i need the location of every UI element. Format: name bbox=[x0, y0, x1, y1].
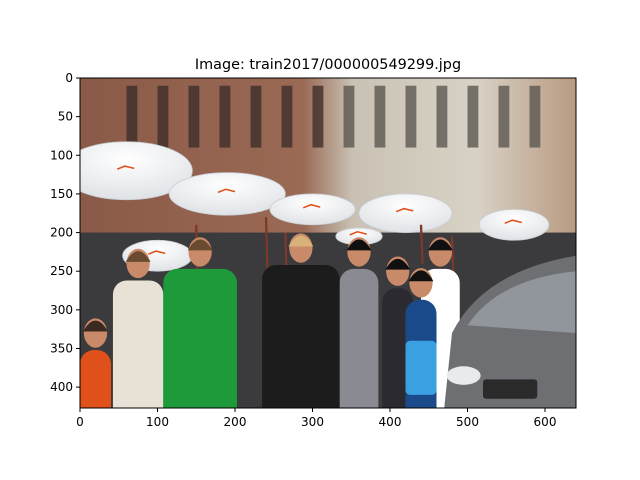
car-grille bbox=[483, 379, 538, 399]
building-window bbox=[126, 85, 138, 148]
building-window bbox=[343, 85, 355, 148]
person-body bbox=[339, 268, 379, 408]
umbrella-logo bbox=[147, 250, 166, 255]
person-hair bbox=[346, 239, 372, 251]
x-tick-label: 600 bbox=[534, 415, 557, 429]
x-axis-ticks: 0 100 200 300 400 500 600 bbox=[76, 408, 556, 429]
y-tick-label: 100 bbox=[50, 148, 73, 162]
building-window bbox=[312, 85, 324, 148]
x-tick-label: 400 bbox=[379, 415, 402, 429]
umbrella-logo bbox=[504, 219, 522, 225]
photo-scene bbox=[80, 78, 576, 408]
y-tick-label: 400 bbox=[50, 380, 73, 394]
x-tick-label: 100 bbox=[146, 415, 169, 429]
person-hair bbox=[187, 239, 213, 251]
umbrella-pole bbox=[264, 217, 269, 272]
x-tick-label: 0 bbox=[76, 415, 84, 429]
building-window bbox=[529, 85, 541, 148]
building-window bbox=[188, 85, 200, 148]
person-body bbox=[163, 268, 237, 408]
y-tick-label: 300 bbox=[50, 303, 73, 317]
umbrella bbox=[168, 172, 286, 216]
building-window bbox=[498, 85, 510, 148]
building-window bbox=[250, 85, 262, 148]
y-axis-ticks: 0 50 100 150 200 250 300 350 400 bbox=[50, 71, 80, 394]
y-tick-label: 150 bbox=[50, 187, 73, 201]
building-window bbox=[219, 85, 231, 148]
car-windshield bbox=[467, 271, 576, 334]
x-tick-label: 500 bbox=[456, 415, 479, 429]
x-tick-label: 200 bbox=[224, 415, 247, 429]
person-hair bbox=[408, 270, 434, 282]
photo-content bbox=[80, 78, 576, 408]
building-window bbox=[405, 85, 417, 148]
blue-bag bbox=[405, 340, 437, 395]
car-headlight bbox=[446, 366, 481, 385]
figure-title: Image: train2017/000000549299.jpg bbox=[195, 57, 461, 73]
person-hair bbox=[83, 320, 108, 332]
umbrella-logo bbox=[217, 188, 236, 194]
umbrella-logo bbox=[302, 203, 321, 209]
photo bbox=[80, 78, 576, 408]
building-window bbox=[436, 85, 448, 148]
axes-frame bbox=[79, 77, 577, 409]
y-tick-label: 200 bbox=[50, 226, 73, 240]
umbrella bbox=[478, 208, 550, 241]
y-tick-label: 350 bbox=[50, 341, 73, 355]
umbrella-pole bbox=[419, 224, 424, 264]
person-hair bbox=[125, 251, 151, 262]
y-tick-label: 50 bbox=[58, 110, 73, 124]
building-window bbox=[281, 85, 293, 148]
building-window bbox=[374, 85, 386, 148]
umbrella-logo bbox=[116, 165, 135, 170]
building-window bbox=[467, 85, 479, 148]
person-body bbox=[262, 265, 340, 408]
umbrella bbox=[358, 193, 453, 233]
umbrella-logo bbox=[349, 230, 367, 236]
person-body bbox=[80, 350, 111, 408]
person-hair bbox=[385, 258, 411, 270]
umbrella bbox=[269, 193, 356, 226]
x-tick-label: 300 bbox=[301, 415, 324, 429]
y-tick-label: 0 bbox=[65, 71, 73, 85]
building-window bbox=[157, 85, 169, 148]
umbrella bbox=[80, 141, 193, 201]
person-body bbox=[382, 288, 414, 408]
person-hair bbox=[427, 239, 453, 251]
umbrella-logo bbox=[395, 207, 414, 213]
person-hair bbox=[288, 235, 314, 247]
person-body bbox=[112, 280, 164, 408]
y-tick-label: 250 bbox=[50, 264, 73, 278]
